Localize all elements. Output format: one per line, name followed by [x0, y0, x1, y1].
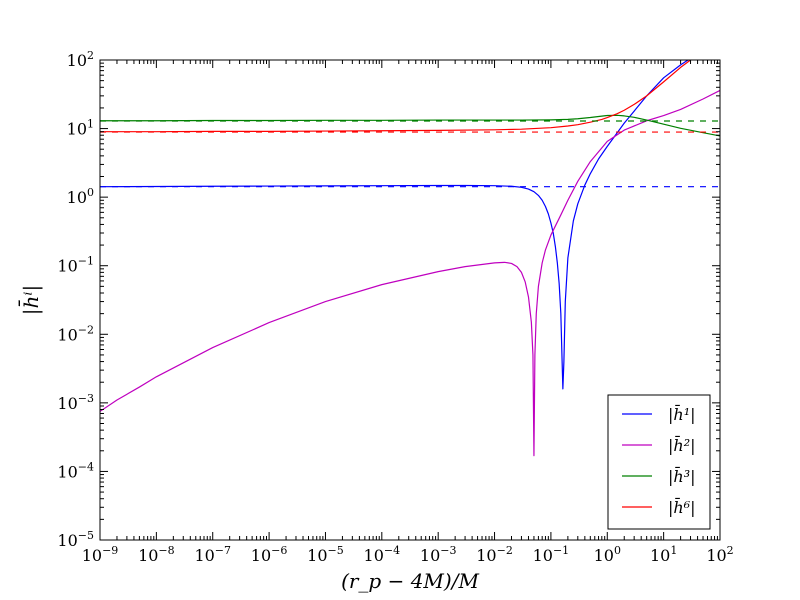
y-tick-label: 10−4 [57, 460, 94, 481]
x-tick-label: 10−9 [82, 544, 119, 565]
y-axis-label: |h̄ⁱ| [18, 285, 44, 315]
x-tick-label: 10−8 [138, 544, 175, 565]
x-tick-label: 10−4 [364, 544, 401, 565]
axis-tick-labels: 10−9 10−8 10−7 10−6 10−5 10−4 10−3 10−2 10−1 100 1… [57, 49, 733, 565]
y-tick-label: 10−5 [57, 529, 94, 550]
series-line-3 [100, 60, 691, 133]
y-tick-label: 10−3 [57, 392, 94, 413]
legend-label: |h̄²| [668, 434, 696, 455]
series-layer [100, 60, 720, 457]
plot-area-frame [99, 59, 721, 541]
x-tick-label: 10−5 [307, 544, 344, 565]
x-axis-label: (r_p − 4M)/M [341, 569, 479, 593]
x-tick-label: 10−3 [420, 544, 457, 565]
y-tick-label: 102 [67, 49, 94, 70]
series-line-0 [100, 60, 689, 390]
x-tick-label: 101 [650, 544, 677, 565]
legend-label: |h̄¹| [668, 403, 696, 424]
y-tick-label: 10−2 [57, 323, 94, 344]
x-tick-label: 100 [594, 544, 621, 565]
x-tick-label: 10−6 [251, 544, 288, 565]
x-tick-label: 10−2 [476, 544, 513, 565]
y-tick-label: 100 [67, 186, 94, 207]
axis-ticks [99, 59, 721, 541]
legend-label: |h̄³| [668, 465, 696, 486]
x-tick-label: 10−7 [194, 544, 231, 565]
series-line-1 [100, 89, 720, 457]
legend-label: |h̄⁶| [668, 496, 696, 517]
x-tick-label: 10−1 [533, 544, 570, 565]
y-tick-label: 101 [67, 118, 94, 139]
y-tick-label: 10−1 [57, 255, 94, 276]
legend: |h̄¹| |h̄²| |h̄³| |h̄⁶| [607, 394, 711, 530]
x-tick-label: 102 [706, 544, 733, 565]
